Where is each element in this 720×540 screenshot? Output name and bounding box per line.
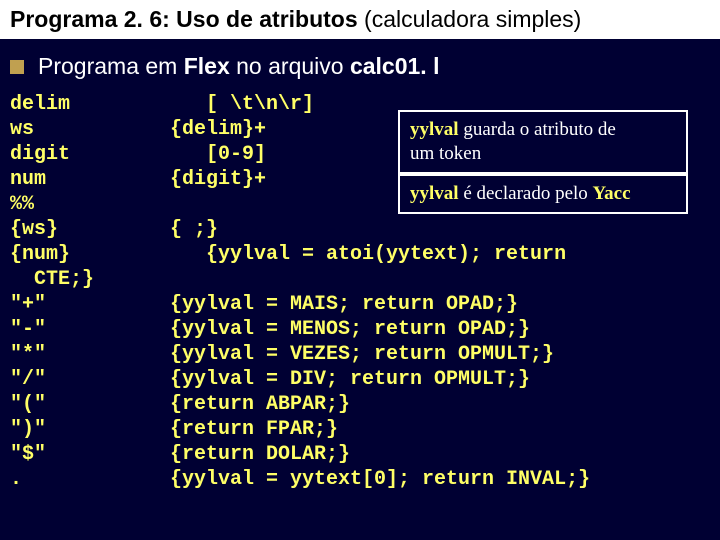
- code-left: CTE;}: [10, 267, 170, 292]
- callout-yylval-yacc: yylval é declarado pelo Yacc: [398, 174, 688, 214]
- code-row: ")"{return FPAR;}: [10, 417, 710, 442]
- code-right: {return DOLAR;}: [170, 442, 350, 467]
- code-right: {yylval = yytext[0]; return INVAL;}: [170, 467, 590, 492]
- subtitle-pre: Programa em: [38, 53, 184, 79]
- callout1-rest2: um token: [410, 143, 481, 164]
- code-right: {yylval = atoi(yytext); return: [170, 242, 566, 267]
- code-right: {return ABPAR;}: [170, 392, 350, 417]
- code-left: "/": [10, 367, 170, 392]
- callout2-yylval: yylval: [410, 183, 459, 204]
- code-right: [ \t\n\r]: [170, 92, 314, 117]
- callout-yylval-atributo: yylval guarda o atributo de um token: [398, 110, 688, 174]
- code-right: [0-9]: [170, 142, 266, 167]
- code-row: CTE;}: [10, 267, 710, 292]
- code-row: "("{return ABPAR;}: [10, 392, 710, 417]
- code-right: {yylval = DIV; return OPMULT;}: [170, 367, 530, 392]
- subtitle-mid: no arquivo: [230, 53, 350, 79]
- callout2-mid: é declarado pelo: [459, 183, 593, 204]
- code-right: {delim}+: [170, 117, 266, 142]
- code-left: "-": [10, 317, 170, 342]
- subtitle-text: Programa em Flex no arquivo calc01. l: [38, 53, 439, 80]
- code-left: digit: [10, 142, 170, 167]
- bullet-icon: [10, 60, 24, 74]
- code-right: {digit}+: [170, 167, 266, 192]
- code-left: "*": [10, 342, 170, 367]
- subtitle-row: Programa em Flex no arquivo calc01. l: [0, 39, 720, 92]
- code-row: "*"{yylval = VEZES; return OPMULT;}: [10, 342, 710, 367]
- subtitle-bold2: calc01. l: [350, 53, 440, 79]
- code-right: {yylval = MENOS; return OPAD;}: [170, 317, 530, 342]
- code-left: {ws}: [10, 217, 170, 242]
- code-right: {yylval = MAIS; return OPAD;}: [170, 292, 518, 317]
- code-row: "+"{yylval = MAIS; return OPAD;}: [10, 292, 710, 317]
- title-bold: Programa 2. 6: Uso de atributos: [10, 6, 358, 32]
- callout1-rest1: guarda o atributo de: [459, 119, 616, 140]
- code-row: "$"{return DOLAR;}: [10, 442, 710, 467]
- code-row: "-"{yylval = MENOS; return OPAD;}: [10, 317, 710, 342]
- code-left: ")": [10, 417, 170, 442]
- callout2-yacc: Yacc: [593, 183, 631, 204]
- title-rest: (calculadora simples): [358, 6, 582, 32]
- code-left: ws: [10, 117, 170, 142]
- code-left: delim: [10, 92, 170, 117]
- code-left: num: [10, 167, 170, 192]
- code-right: {return FPAR;}: [170, 417, 338, 442]
- code-left: "$": [10, 442, 170, 467]
- code-left: {num}: [10, 242, 170, 267]
- code-left: "(": [10, 392, 170, 417]
- callout1-yylval: yylval: [410, 119, 459, 140]
- code-row: "/"{yylval = DIV; return OPMULT;}: [10, 367, 710, 392]
- code-right: {yylval = VEZES; return OPMULT;}: [170, 342, 554, 367]
- code-row: .{yylval = yytext[0]; return INVAL;}: [10, 467, 710, 492]
- code-row: {ws}{ ;}: [10, 217, 710, 242]
- title-bar: Programa 2. 6: Uso de atributos (calcula…: [0, 0, 720, 39]
- code-row: {num} {yylval = atoi(yytext); return: [10, 242, 710, 267]
- subtitle-bold1: Flex: [184, 53, 230, 79]
- code-left: .: [10, 467, 170, 492]
- code-left: "+": [10, 292, 170, 317]
- code-right: { ;}: [170, 217, 218, 242]
- code-area: delim [ \t\n\r] ws{delim}+ digit [0-9] n…: [0, 92, 720, 492]
- code-left: %%: [10, 192, 170, 217]
